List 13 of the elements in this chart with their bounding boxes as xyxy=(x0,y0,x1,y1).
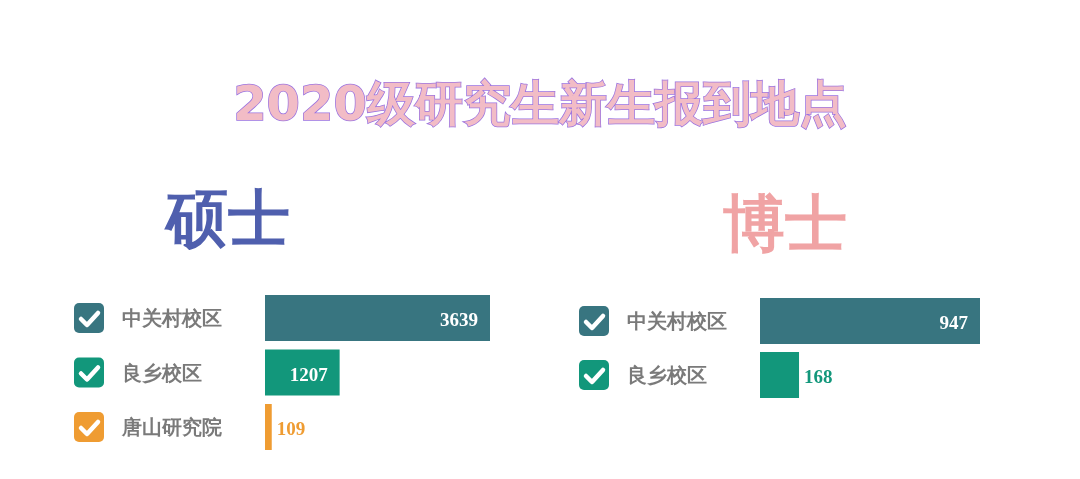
data-label: 947 xyxy=(939,312,969,333)
y-tick-label: 唐山研究院 xyxy=(121,415,222,439)
chart-subtitle: 博士 xyxy=(723,187,847,260)
chart-title: 2020级研究生新生报到地点 xyxy=(233,75,847,131)
data-label: 1207 xyxy=(289,363,329,385)
y-tick-label: 良乡校区 xyxy=(122,360,202,385)
y-tick-label: 中关村校区 xyxy=(627,309,727,333)
y-tick-label: 中关村校区 xyxy=(122,306,222,330)
y-tick-label: 良乡校区 xyxy=(627,363,707,387)
chart-subtitle: 硕士 xyxy=(164,182,290,255)
data-label: 3639 xyxy=(440,309,478,330)
data-label: 168 xyxy=(804,366,833,387)
data-label: 109 xyxy=(276,418,306,439)
